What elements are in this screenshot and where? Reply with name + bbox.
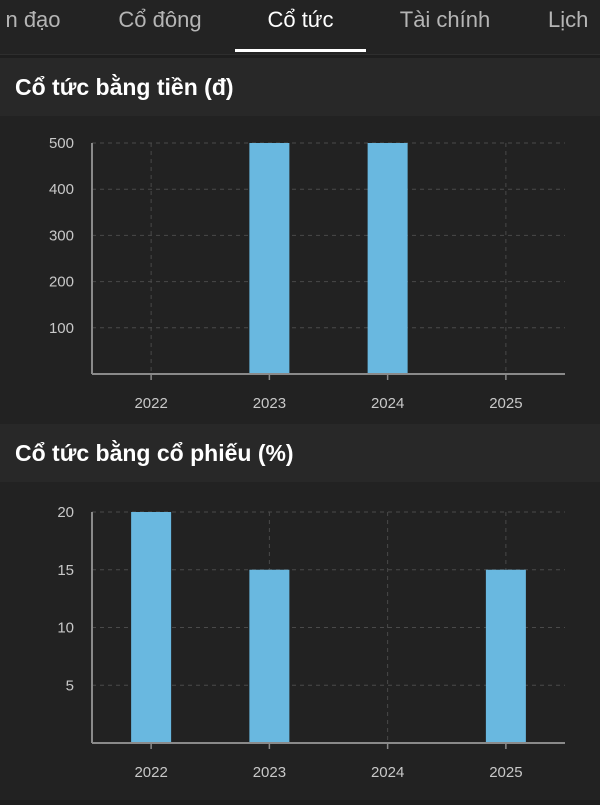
tab-label: Tài chính [399, 7, 491, 32]
x-tick-label: 2022 [134, 764, 167, 781]
stock-bar-2022[interactable] [131, 512, 172, 743]
cash-dividend-chart-panel: 100 200 300 400 500 2022 2023 2024 2025 [0, 116, 600, 424]
x-tick-label: 2023 [253, 764, 286, 781]
tab-calendar[interactable]: Lịch [548, 0, 600, 54]
cash-dividend-chart: 100 200 300 400 500 2022 2023 2024 2025 [49, 135, 565, 412]
section-title: Cổ tức bằng cổ phiếu (%) [15, 439, 294, 466]
stock-dividend-chart-panel: 5 10 15 20 2022 2023 2024 2025 [0, 482, 600, 800]
y-tick-label: 500 [49, 135, 74, 152]
cash-bar-2023[interactable] [249, 143, 290, 374]
tab-leadership[interactable]: n đạo [0, 0, 78, 54]
tab-label: Cổ tức [267, 7, 334, 32]
y-tick-label: 20 [57, 504, 74, 521]
tab-bar: n đạo Cổ đông Cổ tức Tài chính Lịch [0, 0, 600, 55]
y-tick-label: 15 [57, 562, 74, 579]
x-tick-label: 2025 [489, 764, 522, 781]
cash-bar-2024[interactable] [367, 143, 408, 374]
tab-label: Cổ đông [118, 7, 202, 32]
y-tick-label: 5 [66, 677, 74, 694]
x-tick-label: 2022 [134, 395, 167, 412]
y-tick-label: 100 [49, 320, 74, 337]
tab-finance[interactable]: Tài chính [390, 0, 500, 54]
stock-dividend-header: Cổ tức bằng cổ phiếu (%) [0, 424, 600, 482]
x-tick-label: 2024 [371, 395, 404, 412]
section-title: Cổ tức bằng tiền (đ) [15, 73, 234, 100]
stock-bar-2023[interactable] [249, 569, 290, 743]
active-tab-indicator [235, 49, 366, 52]
x-tick-label: 2023 [253, 395, 286, 412]
stock-bar-2025[interactable] [485, 569, 526, 743]
x-tick-label: 2025 [489, 395, 522, 412]
stock-dividend-chart: 5 10 15 20 2022 2023 2024 2025 [57, 504, 565, 781]
y-tick-label: 300 [49, 227, 74, 244]
y-tick-label: 200 [49, 274, 74, 291]
tab-dividends[interactable]: Cổ tức [235, 0, 366, 54]
tab-label: n đạo [5, 7, 61, 32]
x-tick-label: 2024 [371, 764, 404, 781]
cash-dividend-header: Cổ tức bằng tiền (đ) [0, 58, 600, 116]
tab-shareholders[interactable]: Cổ đông [105, 0, 215, 54]
y-tick-label: 400 [49, 181, 74, 198]
tab-label: Lịch [548, 7, 589, 32]
y-tick-label: 10 [57, 620, 74, 637]
